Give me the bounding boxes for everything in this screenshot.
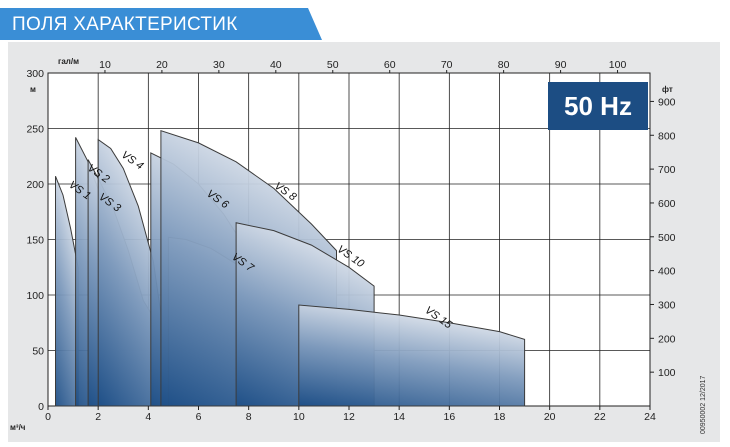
y-axis-unit: м <box>30 85 36 94</box>
x-top-tick-label: 100 <box>609 59 627 71</box>
x-tick-label: 12 <box>343 411 355 423</box>
x-tick-label: 18 <box>494 411 506 423</box>
y-tick-label: 0 <box>38 401 44 413</box>
curve-vs-15 <box>298 304 526 407</box>
x-tick-label: 8 <box>246 411 252 423</box>
x-tick-label: 14 <box>393 411 405 423</box>
x-tick-label: 20 <box>544 411 556 423</box>
header-banner: ПОЛЯ ХАРАКТЕРИСТИК <box>0 8 322 40</box>
x-top-tick-label: 40 <box>270 59 282 71</box>
x-tick-label: 10 <box>293 411 305 423</box>
y-right-tick-label: 100 <box>658 367 676 379</box>
y-right-tick-label: 500 <box>658 232 676 244</box>
y-right-tick-label: 900 <box>658 96 676 108</box>
chart-panel: VS 1 VS 2 VS 3 VS 4 VS 6 VS 7 VS 8 VS 10 VS 15 0 2… <box>0 42 720 442</box>
y-tick-label: 100 <box>26 290 44 302</box>
x-top-tick-label: 30 <box>213 59 225 71</box>
x-axis-unit: м³/ч <box>10 423 26 432</box>
y-tick-label: 300 <box>26 68 44 80</box>
y-right-tick-label: 300 <box>658 299 676 311</box>
x-top-tick-label: 50 <box>327 59 339 71</box>
x-tick-label: 22 <box>594 411 606 423</box>
y-right-tick-label: 600 <box>658 198 676 210</box>
page-title: ПОЛЯ ХАРАКТЕРИСТИК <box>12 14 238 35</box>
y-tick-label: 200 <box>26 179 44 191</box>
x-tick-label: 24 <box>644 411 656 423</box>
header-banner-shape <box>0 8 322 40</box>
y-right-tick-label: 800 <box>658 130 676 142</box>
x-top-tick-label: 90 <box>555 59 567 71</box>
y-right-axis-unit: фт <box>662 85 673 94</box>
document-code: 00950002 12/2017 <box>700 375 707 434</box>
y-right-tick-label: 200 <box>658 333 676 345</box>
y-right-tick-label: 400 <box>658 266 676 278</box>
x-tick-label: 4 <box>145 411 151 423</box>
x-top-tick-label: 20 <box>156 59 168 71</box>
x-tick-label: 6 <box>196 411 202 423</box>
y-tick-label: 250 <box>26 124 44 136</box>
x-tick-label: 16 <box>443 411 455 423</box>
x-top-tick-label: 70 <box>441 59 453 71</box>
x-tick-label: 0 <box>45 411 51 423</box>
y-right-tick-label: 700 <box>658 164 676 176</box>
x-tick-label: 2 <box>95 411 101 423</box>
y-tick-label: 50 <box>32 346 44 358</box>
frequency-badge <box>548 82 648 130</box>
y-tick-label: 150 <box>26 235 44 247</box>
frequency-badge-text: 50 Hz <box>564 91 632 121</box>
x-top-tick-label: 60 <box>384 59 396 71</box>
x-top-axis-unit: гал/м <box>58 57 79 66</box>
x-top-tick-label: 80 <box>498 59 510 71</box>
x-top-tick-label: 10 <box>99 59 111 71</box>
